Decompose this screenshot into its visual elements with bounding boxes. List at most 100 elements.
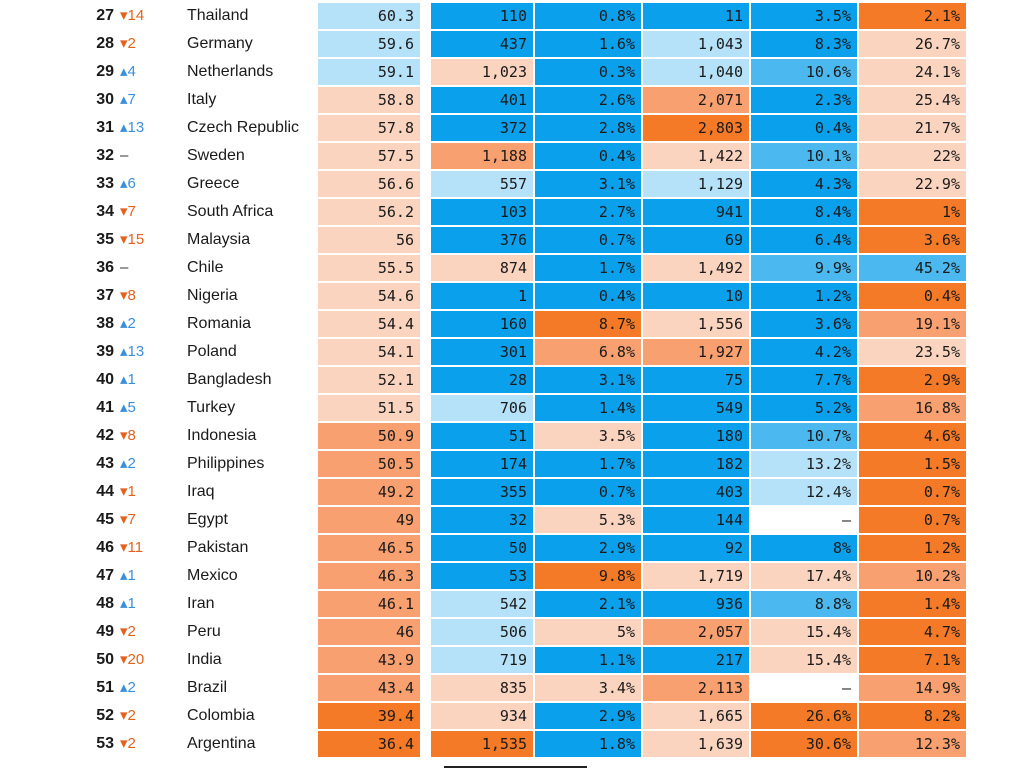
metric-3-cell: 2,803: [643, 115, 749, 141]
rank-number: 31: [96, 119, 114, 136]
rank-change-value: 20: [127, 651, 145, 668]
rank-change: ▾15: [120, 226, 170, 254]
metric-2-cell: 2.9%: [535, 703, 641, 729]
metric-3-cell: 941: [643, 199, 749, 225]
rank-number: 47: [96, 567, 114, 584]
rank-number: 35: [96, 231, 114, 248]
triangle-down-icon: ▾: [120, 539, 128, 556]
metric-4-cell: 8.8%: [751, 591, 857, 617]
metric-1-cell: 835: [431, 675, 533, 701]
triangle-up-icon: ▴: [120, 175, 128, 192]
metric-4-cell: 9.9%: [751, 255, 857, 281]
metric-1-cell: 28: [431, 367, 533, 393]
rank-number: 45: [96, 511, 114, 528]
table-row: 50 ▾20 India 43.9 719 1.1% 217 15.4% 7.1%: [0, 646, 1025, 674]
metric-4-cell: 1.2%: [751, 283, 857, 309]
table-row: 41 ▴5 Turkey 51.5 706 1.4% 549 5.2% 16.8%: [0, 394, 1025, 422]
metric-4-cell: 3.5%: [751, 3, 857, 29]
metric-4-cell: 13.2%: [751, 451, 857, 477]
metric-5-cell: 45.2%: [859, 255, 966, 281]
metric-1-cell: 401: [431, 87, 533, 113]
table-row: 47 ▴1 Mexico 46.3 53 9.8% 1,719 17.4% 10.2%: [0, 562, 1025, 590]
rank-change: ▾2: [120, 618, 170, 646]
score-cell: 56.6: [318, 171, 420, 197]
country-name: Iraq: [187, 483, 215, 500]
metric-5-cell: 0.7%: [859, 507, 966, 533]
country-name: Pakistan: [187, 539, 249, 556]
country-name: Malaysia: [187, 231, 251, 248]
metric-4-cell: 5.2%: [751, 395, 857, 421]
table-row: 52 ▾2 Colombia 39.4 934 2.9% 1,665 26.6% 8.2%: [0, 702, 1025, 730]
metric-4-cell: 8.4%: [751, 199, 857, 225]
metric-1-cell: 706: [431, 395, 533, 421]
triangle-down-icon: ▾: [120, 427, 128, 444]
triangle-down-icon: ▾: [120, 707, 128, 724]
metric-1-cell: 506: [431, 619, 533, 645]
triangle-up-icon: ▴: [120, 567, 128, 584]
table-row: 45 ▾7 Egypt 49 32 5.3% 144–0.7%: [0, 506, 1025, 534]
country-name: South Africa: [187, 203, 274, 220]
metric-1-cell: 1,535: [431, 731, 533, 757]
metric-5-cell: 2.1%: [859, 3, 966, 29]
rank-number: 44: [96, 483, 114, 500]
triangle-down-icon: ▾: [120, 7, 128, 24]
metric-4-cell: 2.3%: [751, 87, 857, 113]
rank-number: 49: [96, 623, 114, 640]
metric-1-cell: 355: [431, 479, 533, 505]
metric-3-cell: 403: [643, 479, 749, 505]
score-cell: 46.1: [318, 591, 420, 617]
country-name: Turkey: [187, 399, 236, 416]
metric-1-cell: 174: [431, 451, 533, 477]
table-row: 39 ▴13 Poland 54.1 301 6.8% 1,927 4.2% 23.5%: [0, 338, 1025, 366]
rank-change: ▾1: [120, 478, 170, 506]
country-name: Germany: [187, 35, 253, 52]
rank-change: ▾2: [120, 730, 170, 758]
metric-1-cell: 557: [431, 171, 533, 197]
metric-3-cell: 217: [643, 647, 749, 673]
score-cell: 56: [318, 227, 420, 253]
metric-2-cell: 5%: [535, 619, 641, 645]
metric-2-cell: 2.9%: [535, 535, 641, 561]
metric-5-cell: 25.4%: [859, 87, 966, 113]
rank-number: 41: [96, 399, 114, 416]
rank-change: ▴4: [120, 58, 170, 86]
rank-change: ▾8: [120, 422, 170, 450]
metric-5-cell: 22.9%: [859, 171, 966, 197]
metric-3-cell: 11: [643, 3, 749, 29]
score-cell: 39.4: [318, 703, 420, 729]
rank-number: 52: [96, 707, 114, 724]
metric-1-cell: 110: [431, 3, 533, 29]
score-cell: 59.1: [318, 59, 420, 85]
rank-change-value: 1: [127, 567, 136, 584]
rank-change: –: [120, 254, 170, 282]
metric-1-cell: 376: [431, 227, 533, 253]
score-cell: 55.5: [318, 255, 420, 281]
metric-1-cell: 1: [431, 283, 533, 309]
table-row: 46 ▾11 Pakistan 46.5 50 2.9% 92 8% 1.2%: [0, 534, 1025, 562]
table-row: 49 ▾2 Peru 46 506 5% 2,057 15.4% 4.7%: [0, 618, 1025, 646]
rank-change: ▾20: [120, 646, 170, 674]
metric-5-cell: 14.9%: [859, 675, 966, 701]
rank-change-value: 2: [127, 315, 136, 332]
triangle-down-icon: ▾: [120, 231, 128, 248]
rank-number: 28: [96, 35, 114, 52]
rank-number: 38: [96, 315, 114, 332]
metric-3-cell: 1,129: [643, 171, 749, 197]
metric-5-cell: 3.6%: [859, 227, 966, 253]
country-name: Mexico: [187, 567, 238, 584]
rank-change: ▴13: [120, 114, 170, 142]
rank-change: –: [120, 142, 170, 170]
metric-3-cell: 1,639: [643, 731, 749, 757]
triangle-up-icon: ▴: [120, 679, 128, 696]
country-name: Iran: [187, 595, 215, 612]
rank-change: ▴1: [120, 562, 170, 590]
table-row: 27 ▾14 Thailand 60.3 110 0.8% 11 3.5% 2.1%: [0, 2, 1025, 30]
metric-2-cell: 8.7%: [535, 311, 641, 337]
table-row: 48 ▴1 Iran 46.1 542 2.1% 936 8.8% 1.4%: [0, 590, 1025, 618]
metric-2-cell: 1.7%: [535, 451, 641, 477]
table-row: 36– Chile 55.5 874 1.7% 1,492 9.9% 45.2%: [0, 254, 1025, 282]
score-cell: 58.8: [318, 87, 420, 113]
rank-change: ▾11: [120, 534, 170, 562]
metric-3-cell: 1,719: [643, 563, 749, 589]
country-name: Thailand: [187, 7, 249, 24]
